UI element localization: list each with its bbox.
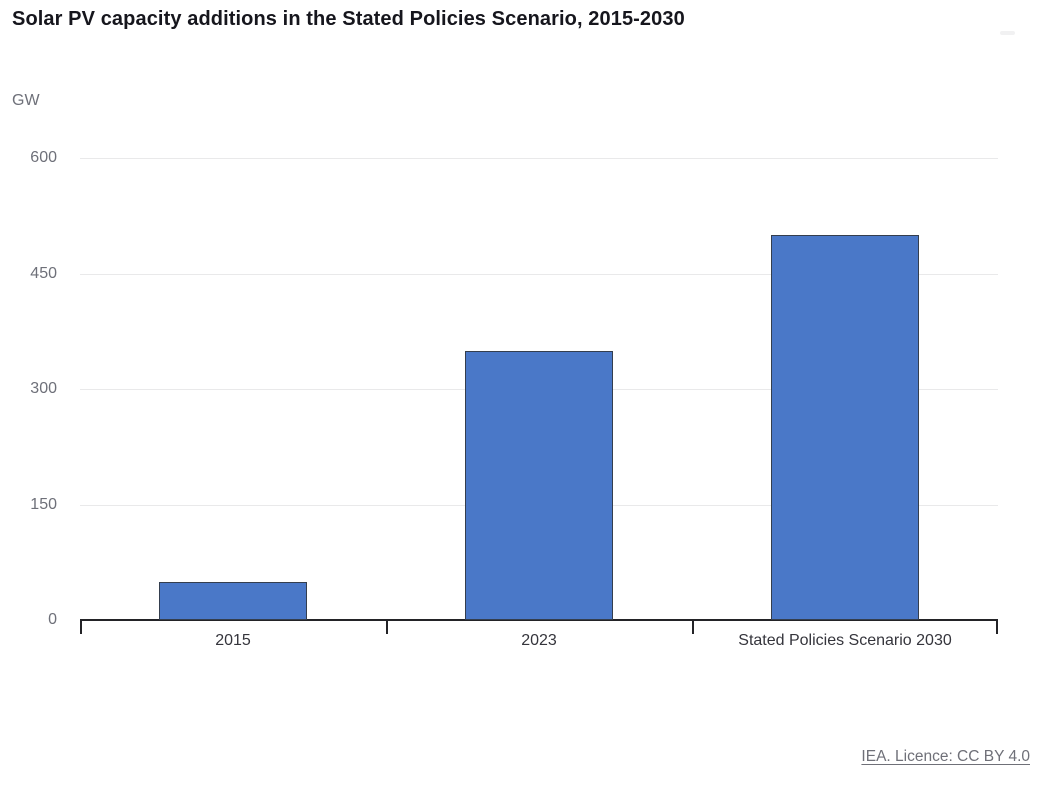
x-axis-tick <box>80 620 82 634</box>
gridline-600 <box>80 158 998 159</box>
bar-stated-policies-scenario-2030[interactable] <box>771 235 919 620</box>
y-axis-unit-label: GW <box>12 92 40 109</box>
x-axis-tick <box>692 620 694 634</box>
y-tick-label-0: 0 <box>48 611 57 628</box>
x-category-label-1: 2015 <box>215 632 251 649</box>
bar-2023[interactable] <box>465 350 613 620</box>
plot-area <box>80 158 998 634</box>
bar-2015[interactable] <box>159 581 307 620</box>
x-category-label-3: Stated Policies Scenario 2030 <box>738 632 952 649</box>
y-tick-label-300: 300 <box>30 380 57 397</box>
x-axis-tick <box>996 620 998 634</box>
licence-link[interactable]: IEA. Licence: CC BY 4.0 <box>861 748 1030 765</box>
chart-title: Solar PV capacity additions in the State… <box>12 8 685 30</box>
y-tick-label-150: 150 <box>30 495 57 513</box>
gridline-450 <box>80 273 998 275</box>
x-category-label-2: 2023 <box>521 632 557 649</box>
x-axis-tick <box>386 620 388 634</box>
y-tick-label-450: 450 <box>30 264 57 282</box>
x-axis-line <box>80 619 998 621</box>
y-tick-label-600: 600 <box>30 149 57 166</box>
chart-menu-dash[interactable] <box>1000 31 1015 35</box>
